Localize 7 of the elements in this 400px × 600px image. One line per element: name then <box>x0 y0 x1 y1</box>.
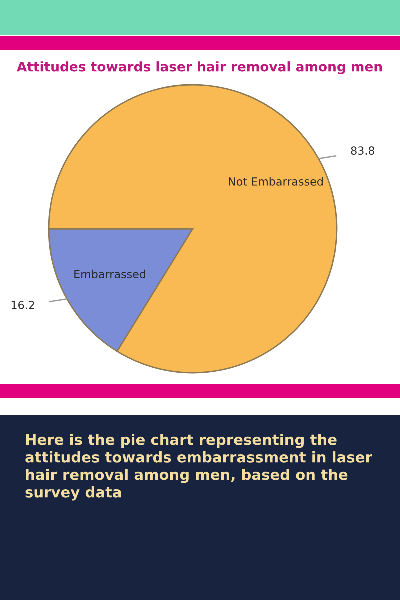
slice-label: Embarrassed <box>74 270 146 279</box>
slice-label: Not Embarrassed <box>229 177 323 186</box>
chart-title: Attitudes towards laser hair removal among men <box>17 62 382 74</box>
data-label: 83.8 <box>351 146 375 156</box>
data-label: 16.2 <box>12 301 34 310</box>
text: Here is the pie chart representing the attitudes towards embarrassment in laser hair removal among men, based on the survey data <box>26 434 372 501</box>
pie-slice <box>48 84 338 374</box>
